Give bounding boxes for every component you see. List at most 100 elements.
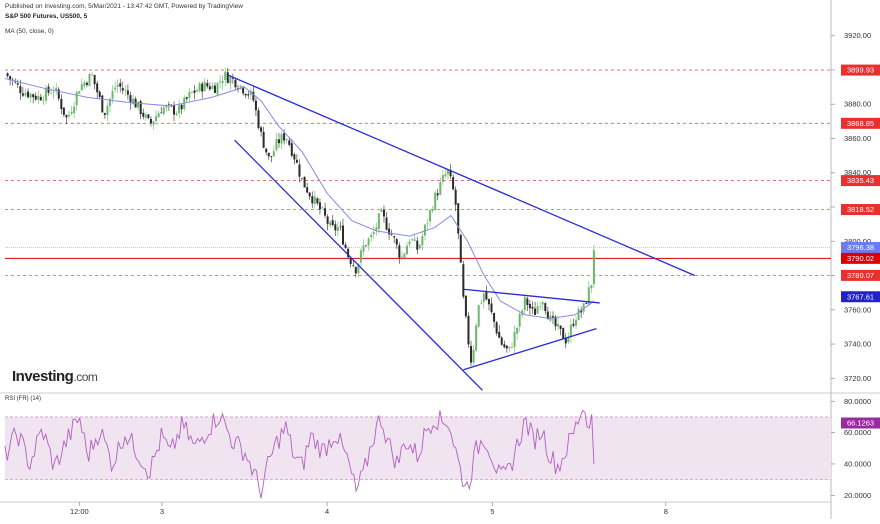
candle-body-101 [265,148,268,153]
candle-body-98 [257,110,260,129]
candle-body-156 [406,245,409,255]
candle-body-90 [237,88,240,89]
candle-body-135 [352,265,355,266]
candle-body-0 [6,73,9,77]
candle-body-59 [157,113,160,118]
investing-logo: Investing.com [12,368,98,385]
candle-body-226 [585,302,588,304]
candle-body-18 [52,92,55,93]
ma-line [4,78,595,319]
candle-body-119 [311,196,314,204]
candle-body-162 [421,236,424,246]
candle-body-86 [226,72,229,84]
candle-body-55 [147,114,150,119]
candle-body-31 [85,82,88,85]
candle-body-191 [495,322,498,334]
candle-body-184 [477,305,480,327]
trendline-1 [234,139,483,391]
candles-group [6,67,595,367]
candle-body-26 [73,106,76,114]
candle-body-158 [411,239,414,241]
candle-body-49 [132,98,135,105]
time-tick-label-1: 3 [160,507,164,516]
trendlines-group [227,74,695,391]
candle-body-41 [111,91,114,99]
candle-body-78 [206,82,209,87]
rsi-axis-group: 20.0000 40.0000 60.0000 80.0000 [831,397,871,500]
time-tick-label-3: 5 [490,507,494,516]
candle-body-152 [395,239,398,245]
candle-body-205 [531,306,534,309]
candle-body-225 [582,303,585,312]
rsi-band-group [5,416,831,481]
candle-body-81 [213,85,216,93]
candle-body-222 [575,319,578,326]
candle-body-17 [50,93,53,95]
candle-body-29 [80,84,83,91]
candle-body-217 [562,328,565,340]
candle-body-63 [167,104,170,105]
candle-body-163 [423,224,426,236]
candle-body-68 [180,104,183,110]
candle-body-38 [103,113,106,115]
candle-body-147 [382,210,385,217]
candle-body-136 [354,267,357,274]
candle-body-60 [160,112,163,114]
trendline-3 [463,327,597,371]
candle-body-122 [318,202,321,210]
candle-body-111 [290,143,293,156]
candle-body-151 [393,236,396,238]
candle-body-160 [416,240,419,250]
rsi-tick-label-3: 80.0000 [844,397,871,406]
candle-body-11 [34,95,37,100]
level-badge-label-2: 3835.43 [847,176,874,185]
candle-body-76 [201,83,204,92]
time-tick-label-4: 8 [664,507,668,516]
candle-body-124 [324,208,327,216]
candle-body-62 [165,105,168,108]
candle-body-84 [221,80,224,84]
candle-body-164 [426,222,429,224]
candle-body-12 [37,96,40,100]
price-tick-label-4: 3800.00 [844,237,871,246]
candle-body-211 [546,311,549,320]
candle-body-53 [142,112,145,117]
candle-body-175 [454,189,457,205]
candle-body-223 [577,308,580,321]
candle-body-142 [370,235,373,238]
candle-body-30 [83,82,86,86]
rsi-tick-label-1: 40.0000 [844,459,871,468]
candle-body-186 [482,293,485,302]
candle-body-219 [567,337,570,343]
candle-body-200 [518,313,521,327]
candle-body-19 [55,87,58,91]
candle-body-120 [313,196,316,205]
candle-body-187 [485,291,488,300]
level-badge-label-5: 3790.02 [847,254,874,263]
candle-body-220 [569,324,572,337]
candle-body-126 [329,221,332,226]
candle-body-138 [359,250,362,263]
candle-body-199 [516,327,519,334]
candle-body-166 [431,210,434,211]
candle-body-58 [155,116,158,122]
candle-body-159 [413,239,416,241]
candle-body-106 [277,139,280,144]
level-badge-4 [841,241,880,253]
candle-body-61 [162,107,165,114]
logo-brand: Investing [12,368,74,385]
candle-body-197 [510,347,513,348]
time-axis-group: 12:00 3 4 5 8 [70,502,668,516]
candle-body-116 [303,176,306,188]
level-badge-label-4: 3796.38 [847,243,874,252]
price-tick-label-1: 3740.00 [844,340,871,349]
candle-body-181 [470,345,473,363]
candle-body-144 [375,227,378,231]
candle-body-34 [93,74,96,85]
price-tick-label-7: 3860.00 [844,134,871,143]
candle-body-131 [341,225,344,245]
candle-body-123 [321,207,324,209]
trendline-2 [463,288,600,304]
